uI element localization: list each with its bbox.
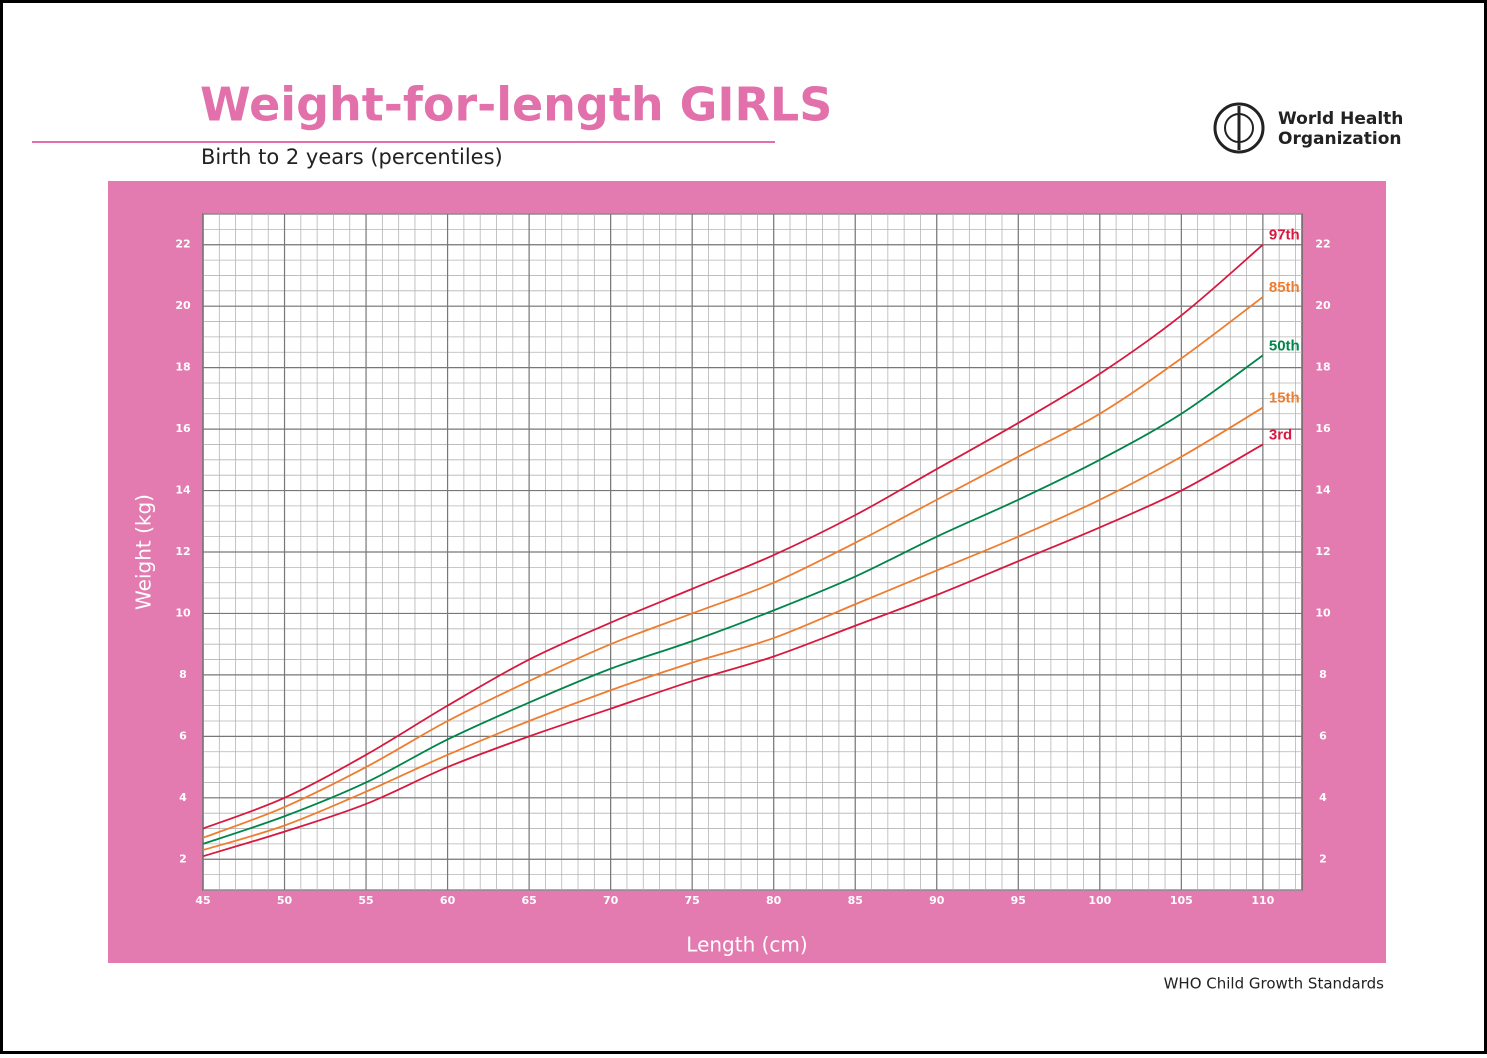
y-tick-label: 22: [175, 238, 190, 251]
y-tick-label: 16: [175, 422, 191, 435]
source-note: WHO Child Growth Standards: [1164, 975, 1385, 993]
series-label: 85th: [1269, 279, 1300, 296]
x-tick-label: 55: [358, 894, 373, 907]
x-axis-label: Length (cm): [686, 933, 807, 957]
x-tick-label: 70: [603, 894, 619, 907]
grid: [202, 213, 1302, 891]
y-tick-label-right: 14: [1315, 484, 1331, 497]
y-tick-label: 2: [179, 852, 187, 865]
y-tick-label: 10: [175, 606, 191, 619]
y-tick-label-right: 8: [1319, 668, 1327, 681]
y-tick-label: 4: [179, 791, 187, 804]
x-tick-label: 45: [195, 894, 210, 907]
x-tick-label: 60: [440, 894, 456, 907]
percentile-line: [202, 354, 1264, 845]
x-tick-label: 100: [1088, 894, 1111, 907]
lines: [202, 244, 1264, 858]
percentile-line: [202, 244, 1264, 830]
who-logo: World Health Organization: [1213, 102, 1403, 154]
y-tick-label-right: 20: [1315, 299, 1331, 312]
series-label: 97th: [1269, 227, 1300, 244]
y-tick-label: 18: [175, 361, 190, 374]
y-tick-label-right: 2: [1319, 852, 1327, 865]
percentile-line: [202, 296, 1264, 839]
logo-emblem: [1213, 102, 1265, 154]
series-label: 15th: [1269, 390, 1300, 407]
y-tick-label-right: 16: [1315, 422, 1331, 435]
y-tick-label-right: 22: [1315, 238, 1330, 251]
y-tick-label-right: 10: [1315, 606, 1331, 619]
y-tick-label-right: 12: [1315, 545, 1330, 558]
y-tick-label: 6: [179, 729, 187, 742]
x-tick-label: 65: [521, 894, 536, 907]
percentile-line: [202, 406, 1264, 851]
x-tick-label: 95: [1011, 894, 1026, 907]
chart-subtitle: Birth to 2 years (percentiles): [201, 145, 503, 169]
logo-text: World Health: [1278, 109, 1403, 129]
x-tick-label: 90: [929, 894, 945, 907]
series-label: 3rd: [1269, 426, 1292, 443]
x-tick-label: 105: [1170, 894, 1193, 907]
x-tick-label: 110: [1251, 894, 1274, 907]
x-tick-label: 50: [277, 894, 293, 907]
x-tick-label: 80: [766, 894, 782, 907]
x-tick-label: 85: [848, 894, 863, 907]
y-axis-label: Weight (kg): [132, 494, 156, 610]
y-tick-label-right: 6: [1319, 729, 1327, 742]
series-label: 50th: [1269, 337, 1300, 354]
y-tick-label-right: 4: [1319, 791, 1327, 804]
y-tick-label: 12: [175, 545, 190, 558]
y-tick-label-right: 18: [1315, 361, 1330, 374]
y-tick-label: 20: [175, 299, 191, 312]
y-tick-label: 14: [175, 484, 191, 497]
y-tick-label: 8: [179, 668, 187, 681]
percentile-line: [202, 443, 1264, 858]
logo-text: Organization: [1278, 129, 1402, 149]
x-tick-label: 75: [685, 894, 700, 907]
chart-title: Weight-for-length GIRLS: [200, 78, 832, 132]
